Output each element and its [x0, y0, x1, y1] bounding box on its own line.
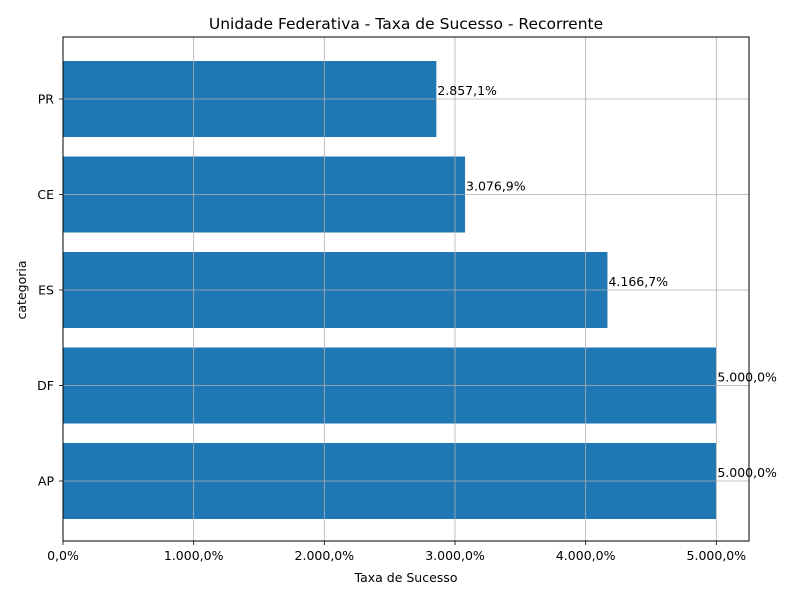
plot-frame — [62, 36, 750, 542]
x-tick-label: 2.000,0% — [295, 548, 355, 563]
x-tick-label: 3.000,0% — [425, 548, 485, 563]
y-tick-label: AP — [38, 474, 55, 489]
data-labels: 5.000,0% 5.000,0% 4.166,7% 3.076,9% 2.857,1% — [437, 83, 777, 480]
data-label: 5.000,0% — [717, 370, 777, 385]
x-axis-ticks: 0,0% 1.000,0% 2.000,0% 3.000,0% 4.000,0% 5.00… — [47, 541, 746, 563]
y-tick-label: CE — [37, 187, 54, 202]
grid-lines — [62, 37, 749, 541]
data-label: 3.076,9% — [466, 179, 526, 194]
y-tick-label: DF — [37, 378, 54, 393]
data-label: 4.166,7% — [608, 274, 668, 289]
chart-title: Unidade Federativa - Taxa de Sucesso - R… — [209, 15, 603, 33]
y-tick-label: ES — [38, 283, 54, 298]
y-axis-ticks: AP DF ES CE PR — [37, 92, 63, 489]
y-axis-title: categoria — [14, 261, 29, 320]
x-axis-title: Taxa de Sucesso — [354, 570, 458, 585]
x-tick-label: 1.000,0% — [164, 548, 224, 563]
data-label: 5.000,0% — [717, 465, 777, 480]
y-tick-label: PR — [38, 92, 55, 107]
data-label: 2.857,1% — [437, 83, 497, 98]
x-tick-label: 5.000,0% — [687, 548, 747, 563]
x-tick-label: 0,0% — [47, 548, 79, 563]
x-tick-label: 4.000,0% — [556, 548, 616, 563]
